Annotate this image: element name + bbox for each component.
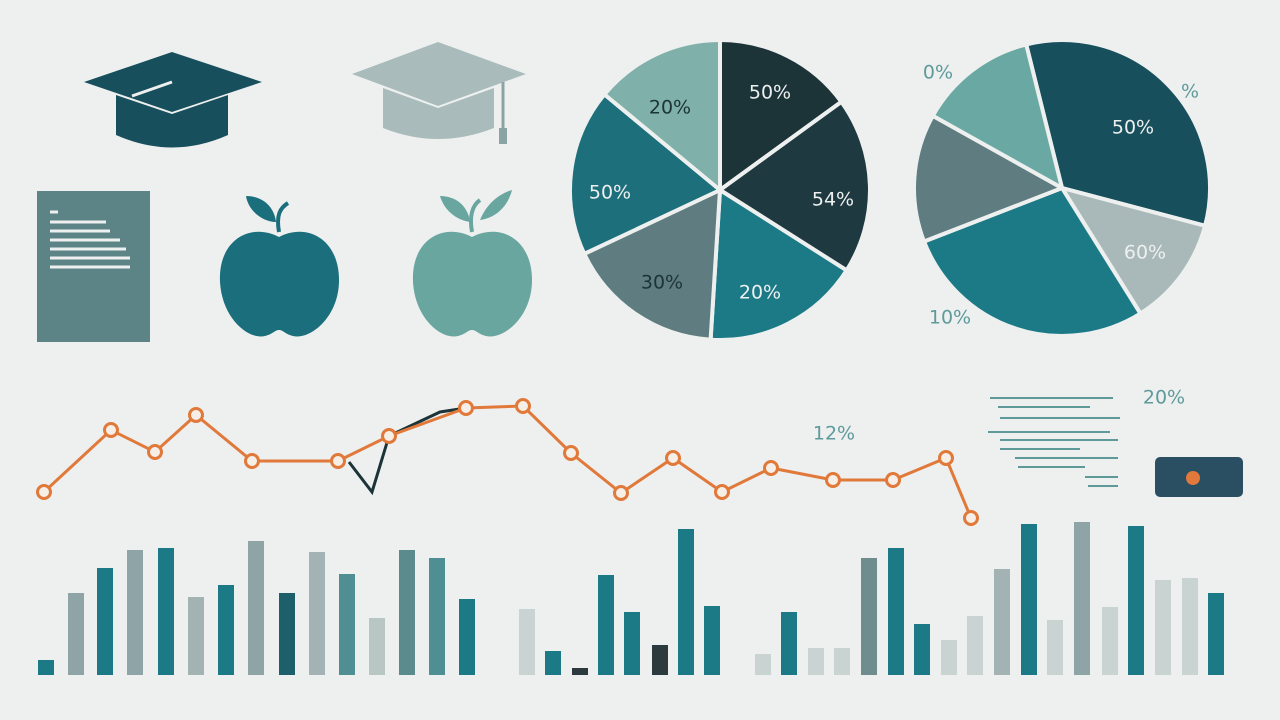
line-decoration [388, 406, 467, 438]
bar [188, 597, 204, 675]
line-point [938, 450, 954, 466]
line-point [330, 453, 346, 469]
line-point [381, 428, 397, 444]
pie-slice [581, 186, 723, 342]
annotation: 0% [923, 62, 953, 84]
pie-slice [1057, 184, 1208, 317]
bar [624, 612, 640, 675]
line-series [42, 404, 973, 519]
annotation: 12% [813, 423, 855, 445]
bar [941, 640, 957, 675]
bar [888, 548, 904, 675]
bar [248, 541, 264, 675]
bar [519, 609, 535, 675]
line-point [515, 398, 531, 414]
line-point [665, 450, 681, 466]
bar [38, 660, 54, 675]
bar [808, 648, 824, 675]
line-point [147, 444, 163, 460]
line-point [763, 460, 779, 476]
line-point [244, 453, 260, 469]
apple-icon [412, 190, 533, 337]
annotation: 30% [641, 272, 683, 294]
bar [1102, 607, 1118, 675]
line-point [36, 484, 52, 500]
bar [781, 612, 797, 675]
annotation: 50% [749, 82, 791, 104]
apple-icon [219, 196, 340, 337]
bar [572, 668, 588, 675]
line-point [825, 472, 841, 488]
bar [652, 645, 668, 675]
annotation: 60% [1124, 242, 1166, 264]
bar [1047, 620, 1063, 675]
bar [309, 552, 325, 675]
bar [994, 569, 1010, 675]
annotation: 50% [589, 182, 631, 204]
line-decoration [347, 435, 391, 496]
bar [429, 558, 445, 675]
annotation: 50% [1112, 117, 1154, 139]
pie-slice [1023, 38, 1212, 229]
bar [158, 548, 174, 675]
bar [339, 574, 355, 675]
grad-cap-icon [84, 52, 262, 148]
bar [369, 618, 385, 675]
bar [755, 654, 771, 675]
bar [218, 585, 234, 675]
annotation: 20% [649, 97, 691, 119]
pie-slice [921, 185, 1144, 338]
pie-slice [716, 99, 872, 274]
bar [834, 648, 850, 675]
bar [1208, 593, 1224, 675]
bar [1021, 524, 1037, 675]
bar [1182, 578, 1198, 675]
line-point [963, 510, 979, 526]
bar [704, 606, 720, 675]
pie-slice [708, 186, 850, 342]
bar [914, 624, 930, 675]
pie-slice [718, 37, 845, 194]
bar [459, 599, 475, 675]
line-point [563, 445, 579, 461]
line-point [458, 400, 474, 416]
device-icon [1155, 457, 1243, 497]
bar [399, 550, 415, 675]
line-point [103, 422, 119, 438]
annotation: 10% [929, 307, 971, 329]
pie-slice [601, 37, 722, 195]
annotation: 20% [739, 282, 781, 304]
line-point [714, 484, 730, 500]
bar [1128, 526, 1144, 675]
grad-cap-icon [352, 42, 526, 144]
bar [1074, 522, 1090, 675]
annotation: % [1181, 81, 1199, 103]
bar [678, 529, 694, 675]
bar [545, 651, 561, 675]
pie-slice [568, 91, 724, 257]
line-point [885, 472, 901, 488]
document-icon [37, 191, 150, 342]
bar [97, 568, 113, 675]
bar [598, 575, 614, 675]
line-point [188, 407, 204, 423]
pie-slice [930, 41, 1066, 193]
line-point [613, 485, 629, 501]
annotation: 20% [1143, 387, 1185, 409]
bar [1155, 580, 1171, 675]
pie-slice [912, 113, 1067, 245]
bar [967, 616, 983, 675]
bar [68, 593, 84, 675]
bar [279, 593, 295, 675]
bar [861, 558, 877, 675]
bar [127, 550, 143, 675]
annotation: 54% [812, 189, 854, 211]
text-lines-decoration [988, 397, 1120, 487]
